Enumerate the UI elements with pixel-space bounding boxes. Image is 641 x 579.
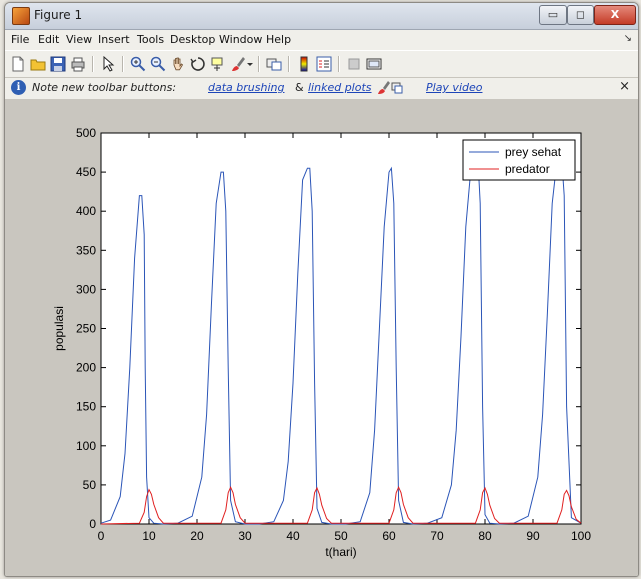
x-tick-label: 100 (571, 529, 591, 543)
new-figure-icon[interactable] (10, 56, 26, 72)
legend-label-prey: prey sehat (505, 145, 562, 159)
y-tick-label: 0 (89, 517, 96, 531)
save-icon[interactable] (50, 56, 66, 72)
y-tick-label: 300 (76, 282, 96, 296)
title-bar[interactable]: Figure 1 ▭ ◻ X (5, 3, 638, 30)
figure-window: Figure 1 ▭ ◻ X File Edit View Insert Too… (4, 2, 639, 577)
toolbar-separator (338, 56, 340, 72)
play-video-link[interactable]: Play video (426, 81, 483, 94)
menu-insert[interactable]: Insert (98, 33, 130, 46)
zoom-out-icon[interactable] (150, 56, 166, 72)
brush-icon[interactable] (230, 56, 246, 72)
matlab-app-icon (12, 7, 30, 25)
plot-svg: 0 10 20 30 40 50 60 70 80 90 100 0 50 100 150 200 250 300… (52, 126, 591, 559)
y-tick-label: 50 (83, 478, 97, 492)
axes-background (100, 132, 582, 525)
menu-view[interactable]: View (66, 33, 93, 46)
toolbar-separator (258, 56, 260, 72)
info-bar: i Note new toolbar buttons: data brushin… (5, 77, 638, 99)
colorbar-icon[interactable] (296, 56, 312, 72)
brush-dropdown-icon[interactable] (246, 56, 254, 72)
y-tick-label: 350 (76, 243, 96, 257)
x-tick-label: 30 (238, 529, 252, 543)
menu-help[interactable]: Help (266, 33, 292, 46)
legend[interactable]: prey sehat predator (462, 139, 576, 181)
y-tick-label: 400 (76, 204, 96, 218)
data-brushing-link[interactable]: data brushing (208, 81, 285, 94)
brush-small-icon (377, 80, 403, 99)
menu-tools[interactable]: Tools (137, 33, 165, 46)
legend-label-predator: predator (505, 162, 550, 176)
info-icon: i (11, 80, 26, 95)
series-line-predator (100, 485, 582, 525)
legend-icon[interactable] (316, 56, 332, 72)
info-text: Note new toolbar buttons: (32, 81, 177, 94)
info-ampersand: & (295, 81, 304, 94)
rotate-3d-icon[interactable] (190, 56, 206, 72)
data-cursor-icon[interactable] (210, 56, 226, 72)
x-tick-label: 60 (382, 529, 396, 543)
series-line-prey-sehat (100, 156, 582, 525)
y-tick-label: 150 (76, 400, 96, 414)
y-tick-label: 500 (76, 126, 96, 140)
maximize-button[interactable]: ◻ (567, 5, 594, 25)
y-tick-label: 450 (76, 165, 96, 179)
x-tick-label: 90 (526, 529, 540, 543)
toolbar-separator (288, 56, 290, 72)
y-tick-label: 200 (76, 361, 96, 375)
toolbar-separator (92, 56, 94, 72)
hide-plot-tools-icon[interactable] (346, 56, 362, 72)
x-tick-label: 70 (430, 529, 444, 543)
link-plot-icon[interactable] (266, 56, 282, 72)
x-tick-label: 80 (478, 529, 492, 543)
edit-plot-arrow-icon[interactable] (100, 56, 116, 72)
y-tick-label: 250 (76, 322, 96, 336)
x-tick-label: 0 (98, 529, 105, 543)
x-tick-label: 20 (190, 529, 204, 543)
figure-canvas: 0 10 20 30 40 50 60 70 80 90 100 0 50 100 150 200 250 300… (5, 99, 638, 576)
menu-edit[interactable]: Edit (38, 33, 60, 46)
x-axis-label: t(hari) (325, 545, 356, 559)
minimize-button[interactable]: ▭ (539, 5, 567, 25)
menu-dock-arrow-icon[interactable]: ↘ (623, 33, 632, 44)
toolbar-separator (122, 56, 124, 72)
figure-toolbar (5, 50, 638, 78)
menu-desktop[interactable]: Desktop (170, 33, 216, 46)
menu-bar: File Edit View Insert Tools Desktop Wind… (5, 30, 638, 50)
menu-file[interactable]: File (11, 33, 30, 46)
x-tick-label: 40 (286, 529, 300, 543)
x-tick-label: 10 (142, 529, 156, 543)
open-file-icon[interactable] (30, 56, 46, 72)
print-icon[interactable] (70, 56, 86, 72)
window-title: Figure 1 (34, 8, 83, 22)
infobar-close-button[interactable]: × (619, 79, 630, 94)
close-button[interactable]: X (594, 5, 636, 25)
legend-box (462, 139, 576, 181)
menu-window[interactable]: Window (219, 33, 263, 46)
show-plot-tools-icon[interactable] (366, 56, 382, 72)
y-tick-label: 100 (76, 439, 96, 453)
pan-hand-icon[interactable] (170, 56, 186, 72)
y-axis-label: populasi (52, 306, 66, 351)
linked-plots-link[interactable]: linked plots (308, 81, 372, 94)
x-tick-label: 50 (334, 529, 348, 543)
zoom-in-icon[interactable] (130, 56, 146, 72)
